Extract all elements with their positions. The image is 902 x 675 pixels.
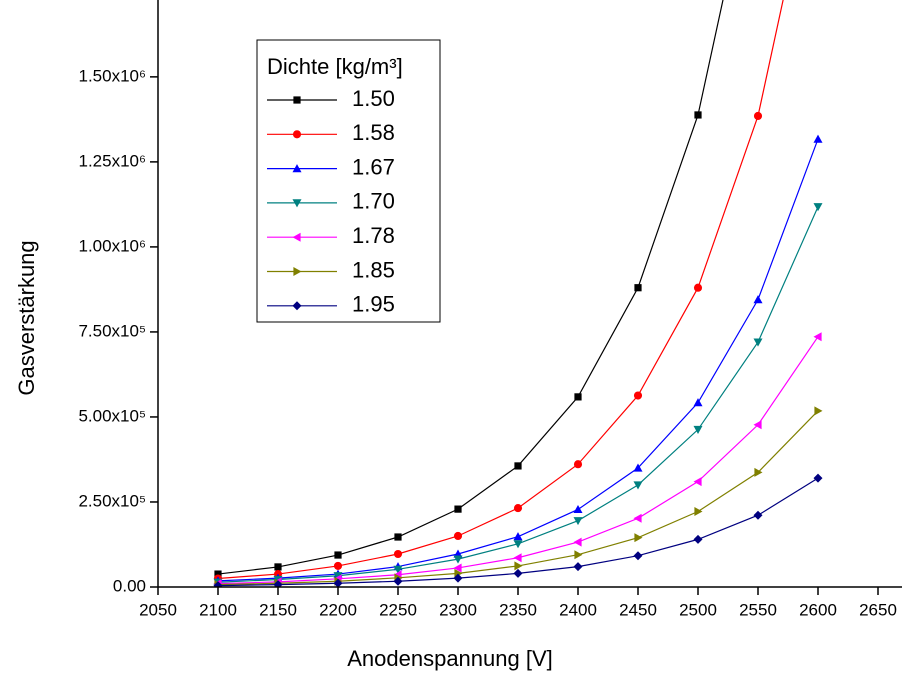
x-tick-label: 2600 <box>799 600 837 619</box>
marker <box>693 398 703 407</box>
marker <box>513 532 523 541</box>
marker <box>214 570 222 578</box>
marker <box>454 505 462 513</box>
x-tick-label: 2100 <box>199 600 237 619</box>
marker <box>513 568 523 578</box>
marker <box>514 561 523 571</box>
x-tick-label: 2550 <box>739 600 777 619</box>
legend-label: 1.67 <box>352 154 395 179</box>
legend-marker <box>292 199 302 208</box>
marker <box>634 284 642 292</box>
marker <box>633 551 643 561</box>
marker <box>513 553 522 563</box>
legend-label: 1.50 <box>352 86 395 111</box>
marker <box>333 578 343 587</box>
legend-marker <box>292 130 302 139</box>
marker <box>693 534 703 544</box>
marker <box>574 393 582 401</box>
marker <box>274 563 282 571</box>
y-tick-label: 5.00x10⁵ <box>78 406 146 425</box>
marker <box>813 134 823 143</box>
legend-marker <box>292 164 302 173</box>
marker <box>273 580 283 587</box>
marker <box>693 477 702 487</box>
y-tick-label: 1.00x10⁶ <box>79 236 147 255</box>
legend-box <box>256 39 441 323</box>
legend-marker <box>292 301 302 311</box>
legend-title: Dichte [kg/m³] <box>267 54 403 79</box>
marker <box>213 581 223 587</box>
marker <box>694 506 703 516</box>
series-line <box>217 0 724 575</box>
y-tick-label: 1.50x10⁶ <box>79 66 147 85</box>
legend-label: 1.78 <box>352 223 395 248</box>
marker <box>633 391 643 400</box>
legend-marker <box>293 96 301 104</box>
x-tick-label: 2500 <box>679 600 717 619</box>
legend-label: 1.70 <box>352 189 395 214</box>
x-tick-label: 2350 <box>499 600 537 619</box>
plot-area <box>213 0 823 587</box>
x-tick-label: 2300 <box>439 600 477 619</box>
marker <box>393 576 403 586</box>
marker <box>453 563 462 573</box>
marker <box>753 420 762 430</box>
legend-marker <box>293 267 302 276</box>
x-tick-label: 2200 <box>319 600 357 619</box>
marker <box>514 462 522 470</box>
marker <box>633 513 642 523</box>
x-tick-label: 2650 <box>859 600 897 619</box>
marker <box>634 533 643 543</box>
marker <box>453 573 463 583</box>
x-tick-label: 2050 <box>139 600 177 619</box>
y-tick-label: 1.25x10⁶ <box>79 151 147 170</box>
x-tick-label: 2450 <box>619 600 657 619</box>
marker <box>694 111 702 119</box>
marker <box>814 406 823 416</box>
marker <box>333 572 343 581</box>
x-tick-label: 2150 <box>259 600 297 619</box>
marker <box>453 555 463 564</box>
marker <box>633 463 643 472</box>
marker <box>393 549 403 559</box>
legend-marker <box>292 232 301 242</box>
marker <box>633 481 643 490</box>
marker <box>334 551 342 559</box>
marker <box>813 203 823 212</box>
legend-label: 1.58 <box>352 120 395 145</box>
marker <box>753 338 763 347</box>
marker <box>693 283 703 292</box>
marker <box>754 467 763 477</box>
marker <box>574 550 583 560</box>
legend-label: 1.85 <box>352 257 395 282</box>
marker <box>513 504 523 513</box>
marker <box>393 565 403 574</box>
marker <box>813 473 823 483</box>
marker <box>333 561 343 570</box>
marker <box>573 504 583 514</box>
marker <box>453 531 463 541</box>
y-tick-label: 0.00 <box>113 576 146 595</box>
y-tick-label: 2.50x10⁵ <box>78 491 146 510</box>
x-tick-label: 2250 <box>379 600 417 619</box>
y-axis-title: Gasverstärkung <box>14 240 39 395</box>
marker <box>753 510 763 520</box>
marker <box>573 562 583 572</box>
marker <box>513 540 523 549</box>
legend-label: 1.95 <box>352 292 395 317</box>
marker <box>394 533 402 541</box>
x-axis-title: Anodenspannung [V] <box>347 646 553 671</box>
marker <box>753 295 763 304</box>
marker <box>693 425 703 435</box>
y-tick-label: 7.50x10⁵ <box>78 321 146 340</box>
marker <box>573 460 583 469</box>
marker <box>813 332 822 342</box>
marker <box>573 517 583 526</box>
marker <box>753 111 763 121</box>
marker <box>573 537 582 547</box>
x-tick-label: 2400 <box>559 600 597 619</box>
